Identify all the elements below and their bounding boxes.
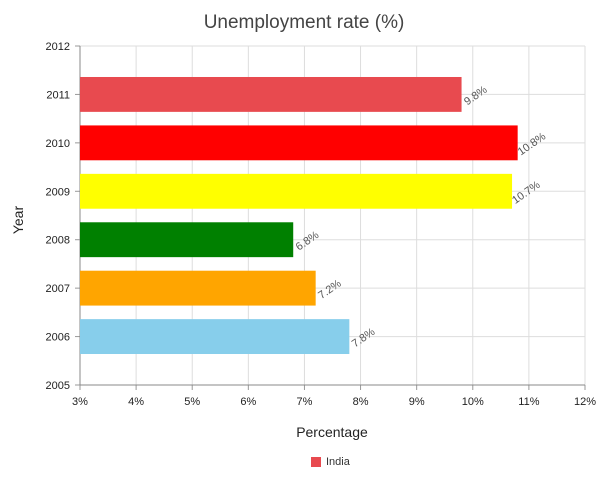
x-tick-label: 12% <box>574 396 596 408</box>
data-label-2010: 10.8% <box>516 130 549 158</box>
legend[interactable]: India <box>311 456 350 468</box>
bar-2011 <box>80 76 462 112</box>
y-tick-label: 2011 <box>46 89 70 101</box>
y-tick-label: 2009 <box>46 186 70 198</box>
y-tick-label: 2008 <box>46 235 70 247</box>
x-tick-label: 5% <box>184 396 200 408</box>
y-tick-label: 2010 <box>46 138 70 150</box>
x-tick-label: 8% <box>353 396 369 408</box>
data-label-2011: 9.8% <box>462 84 490 108</box>
bar-2008 <box>80 222 294 258</box>
x-tick-label: 4% <box>128 396 144 408</box>
x-tick-label: 6% <box>240 396 256 408</box>
bar-2009 <box>80 173 513 209</box>
x-tick-label: 7% <box>296 396 312 408</box>
data-label-2008: 6.8% <box>294 229 322 253</box>
y-tick-label: 2006 <box>46 332 70 344</box>
x-tick-label: 11% <box>518 396 539 408</box>
legend-label-india: India <box>326 456 350 468</box>
chart-title: Unemployment rate (%) <box>203 12 405 33</box>
data-label-2009: 10.7% <box>510 179 543 207</box>
bar-2010 <box>80 125 518 161</box>
data-label-2007: 7.2% <box>316 277 344 301</box>
x-axis-label: Percentage <box>296 424 368 440</box>
y-tick-label: 2012 <box>46 41 70 53</box>
y-tick-label: 2005 <box>46 380 70 392</box>
x-tick-label: 10% <box>462 396 484 408</box>
x-tick-label: 3% <box>72 396 88 408</box>
data-label-2006: 7.8% <box>350 326 378 350</box>
x-tick-label: 9% <box>409 396 425 408</box>
bar-2006 <box>80 319 350 355</box>
y-tick-label: 2007 <box>46 283 70 295</box>
bar-2007 <box>80 270 316 306</box>
legend-swatch-india <box>311 457 321 467</box>
